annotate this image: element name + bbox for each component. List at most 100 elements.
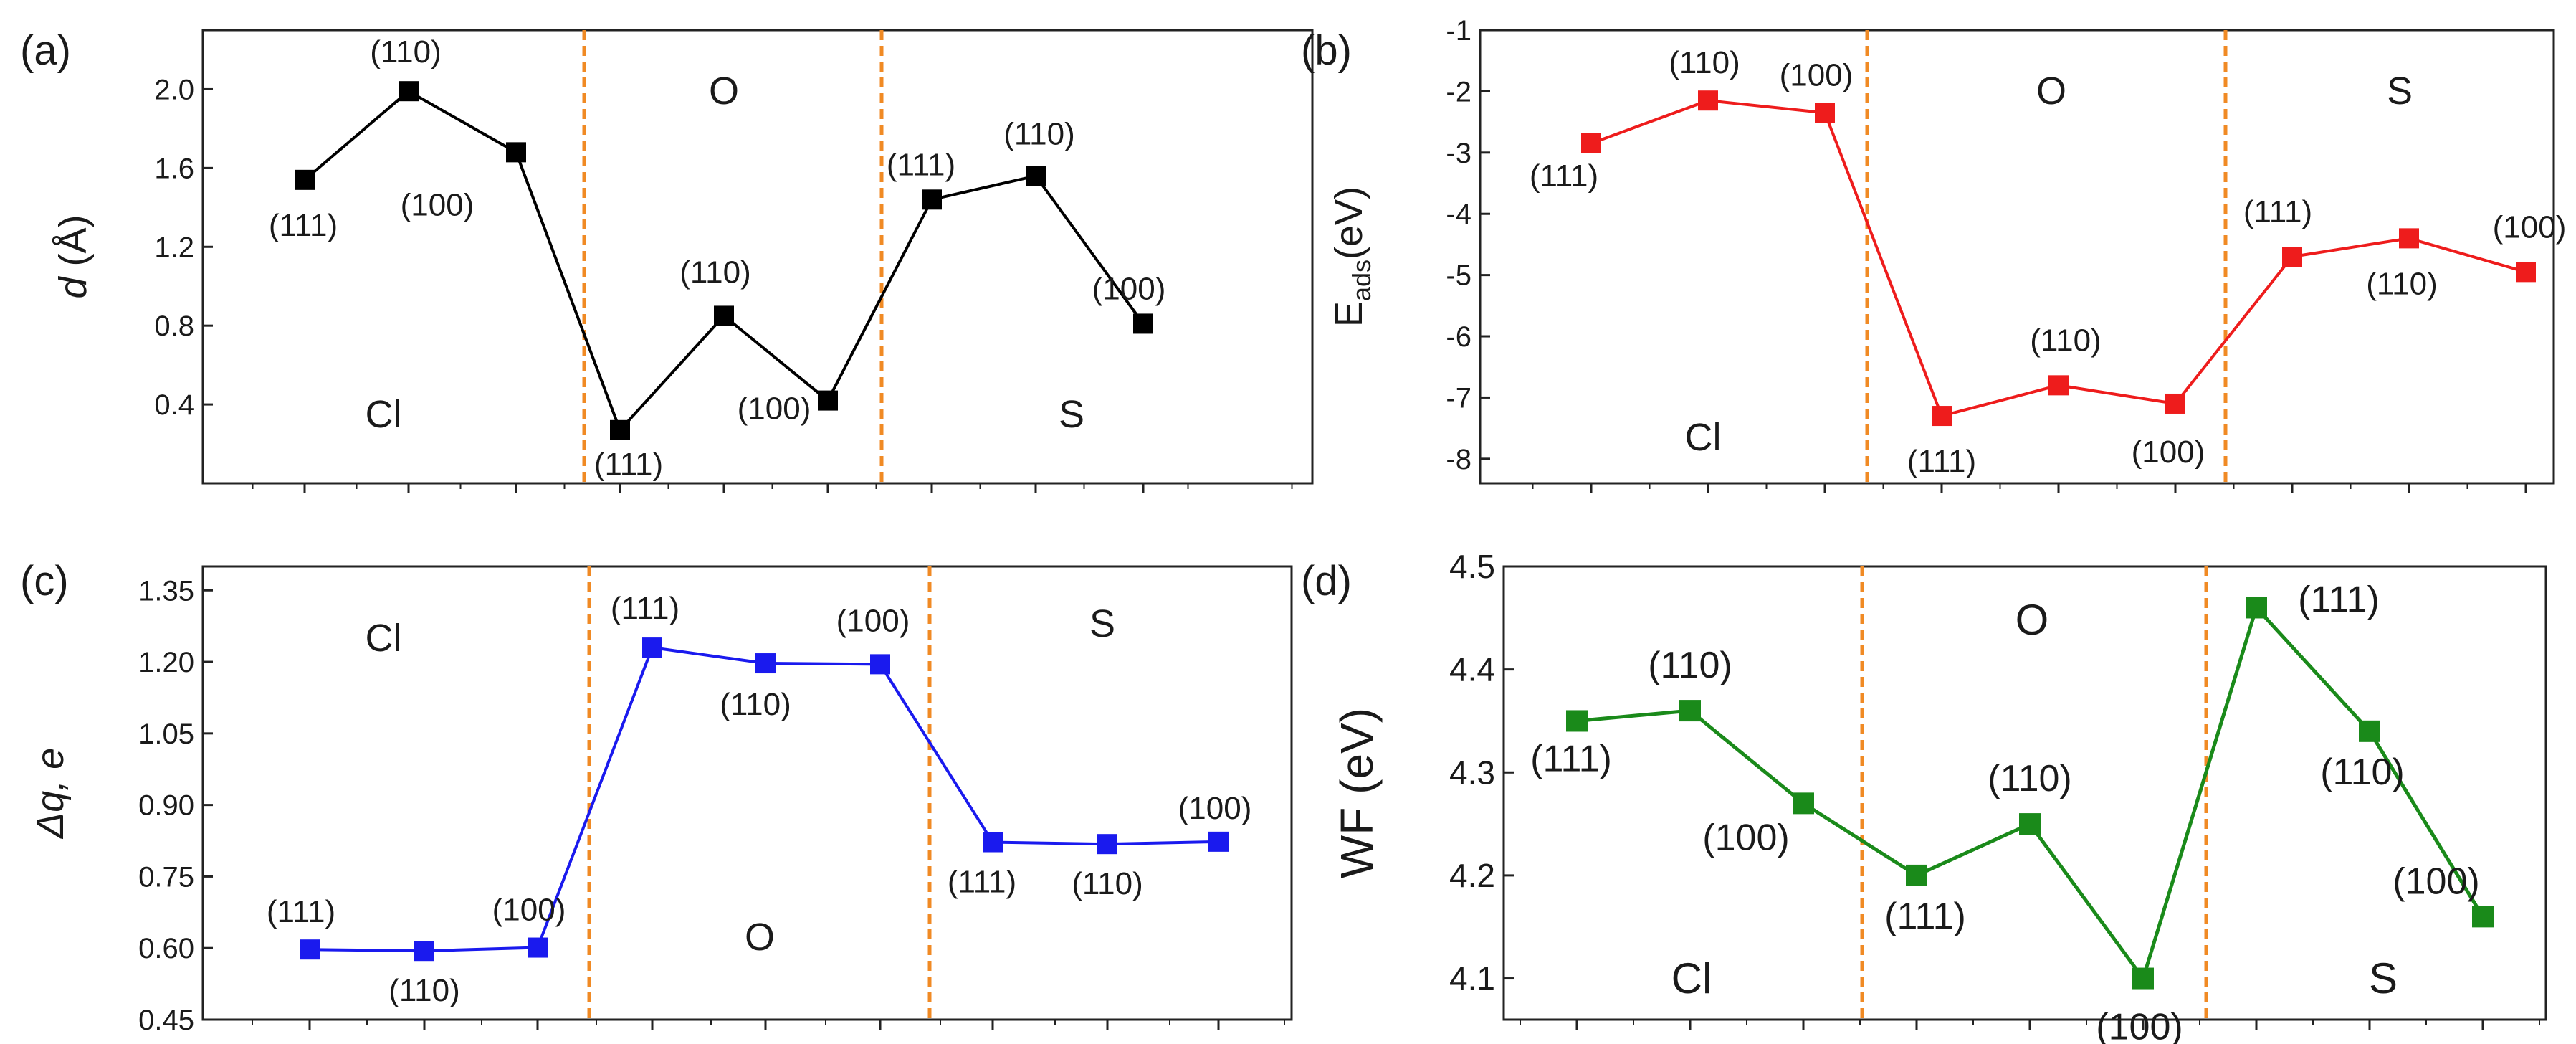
panel-a-data-point bbox=[295, 169, 315, 190]
panel-d-label: (d) bbox=[1301, 558, 1352, 604]
panel-b-ytick-label: -3 bbox=[1446, 138, 1471, 169]
panel-c-data-point bbox=[983, 832, 1003, 853]
panel-b-point-label: (110) bbox=[1669, 45, 1740, 80]
panel-c-point-label: (111) bbox=[267, 894, 335, 929]
panel-b-data-point bbox=[1581, 133, 1601, 153]
panel-c-point-label: (110) bbox=[1072, 866, 1142, 901]
panel-c-point-label: (110) bbox=[720, 687, 791, 722]
panel-b-data-point bbox=[2282, 247, 2302, 267]
panel-b-region-s: S bbox=[2387, 70, 2413, 113]
panel-b-point-label: (110) bbox=[2030, 323, 2101, 358]
panel-b-region-cl: Cl bbox=[1685, 416, 1722, 459]
panel-d-y-axis-title: WF (eV) bbox=[1331, 708, 1383, 878]
panel-c-data-point bbox=[755, 653, 776, 674]
panel-d-point-label: (111) bbox=[2298, 579, 2380, 620]
panel-c-ytick-label: 1.35 bbox=[138, 575, 194, 607]
panel-c-point-label: (110) bbox=[388, 973, 459, 1008]
panel-a-data-point bbox=[922, 189, 942, 210]
panel-b-frame bbox=[1479, 29, 2555, 485]
panel-b-region-o: O bbox=[2036, 70, 2066, 113]
panel-b-point-label: (110) bbox=[2366, 266, 2437, 301]
panel-d: (d) 4.1 4.2 4.3 4.4 4.5 (111) (110) (100) (111)… bbox=[1301, 548, 2547, 1044]
panel-b-point-label: (100) bbox=[2493, 209, 2567, 245]
panel-a-data-point bbox=[818, 390, 838, 411]
panel-c-ytick-label: 0.45 bbox=[138, 1005, 194, 1036]
panel-d-region-cl: Cl bbox=[1671, 954, 1712, 1002]
panel-d-data-point bbox=[2359, 720, 2380, 742]
panel-d-data-point bbox=[2132, 967, 2154, 990]
panel-a-ytick-label: 1.2 bbox=[154, 232, 194, 263]
panel-c-ytick-label: 1.05 bbox=[138, 718, 194, 750]
panel-b-ytick-label: -5 bbox=[1446, 260, 1471, 292]
panel-d-point-label: (110) bbox=[1648, 645, 1732, 686]
panel-d-ytick-label: 4.2 bbox=[1449, 857, 1495, 894]
panel-b-ytick-label: -1 bbox=[1446, 15, 1471, 47]
panel-d-ytick-label: 4.3 bbox=[1449, 754, 1495, 791]
panel-c-data-point bbox=[300, 939, 320, 960]
panel-a-data-point bbox=[506, 142, 526, 163]
panel-b-data-point bbox=[2165, 393, 2185, 414]
panel-b-point-label: (111) bbox=[1530, 158, 1598, 194]
panel-a-region-o: O bbox=[709, 70, 739, 113]
panel-c-data-point bbox=[642, 637, 662, 658]
panel-a-ytick-label: 2.0 bbox=[154, 74, 194, 105]
panel-d-point-label: (110) bbox=[2320, 751, 2405, 793]
panel-a-data-point bbox=[1026, 166, 1046, 186]
panel-b-data-point bbox=[1815, 103, 1835, 123]
panel-d-data-point bbox=[1679, 700, 1701, 722]
panel-b-point-label: (100) bbox=[2132, 435, 2205, 470]
panel-c-data-point bbox=[414, 941, 434, 962]
panel-a-y-axis-title: d (Å) bbox=[52, 214, 95, 298]
panel-d-frame bbox=[1502, 565, 2547, 1021]
panel-c-ytick-label: 0.75 bbox=[138, 861, 194, 893]
panel-d-data-point bbox=[2472, 906, 2494, 928]
panel-b-data-point bbox=[2048, 375, 2069, 396]
panel-b-data-point bbox=[2516, 262, 2536, 283]
panel-d-ytick-label: 4.4 bbox=[1449, 651, 1495, 688]
panel-d-point-label: (100) bbox=[1702, 817, 1789, 858]
panel-b-data-point bbox=[2399, 228, 2419, 249]
panel-c-data-point bbox=[528, 937, 548, 958]
panel-d-point-label: (111) bbox=[1530, 738, 1612, 779]
panel-a-point-label: (110) bbox=[679, 255, 750, 290]
panel-d-data-point bbox=[1566, 710, 1588, 732]
panel-a-point-label: (110) bbox=[370, 34, 441, 70]
panel-a-data-point bbox=[610, 419, 630, 440]
panel-b-y-axis-title: Eads(eV) bbox=[1327, 186, 1376, 327]
panel-d-data-point bbox=[2019, 813, 2041, 835]
panel-a-point-label: (100) bbox=[738, 392, 811, 427]
panel-b-ytick-label: -7 bbox=[1446, 382, 1471, 414]
panel-b-data-point bbox=[1932, 406, 1952, 427]
panel-c-point-label: (100) bbox=[836, 603, 910, 638]
panel-d-ytick-label: 4.5 bbox=[1449, 548, 1495, 585]
panel-c-data-point bbox=[1097, 834, 1117, 855]
panel-a-ytick-label: 0.4 bbox=[154, 389, 194, 421]
panel-b-ytick-label: -4 bbox=[1446, 199, 1471, 230]
panel-a-frame bbox=[201, 29, 1314, 485]
panel-c-point-label: (111) bbox=[611, 591, 679, 626]
panel-d-region-o: O bbox=[2016, 596, 2049, 644]
panel-b-point-label: (100) bbox=[1780, 57, 1854, 92]
panel-a-label: (a) bbox=[20, 27, 71, 74]
panel-b-point-label: (111) bbox=[2243, 194, 2312, 229]
panel-b-data-point bbox=[1698, 90, 1718, 111]
panel-c-ytick-label: 0.90 bbox=[138, 790, 194, 822]
panel-a-data-point bbox=[399, 81, 419, 102]
panel-a-region-s: S bbox=[1059, 393, 1084, 436]
panel-c-point-label: (100) bbox=[1178, 791, 1252, 826]
panel-a-point-label: (100) bbox=[401, 187, 474, 222]
panel-c-point-label: (100) bbox=[492, 893, 566, 928]
panel-c: (c) 0.45 0.60 0.75 0.90 1.05 1.20 1.35 (111) (1… bbox=[20, 558, 1293, 1036]
panel-c-label: (c) bbox=[20, 558, 69, 604]
panel-c-region-o: O bbox=[745, 916, 775, 959]
panel-a-region-cl: Cl bbox=[366, 393, 402, 436]
panel-c-data-point bbox=[1208, 831, 1229, 852]
panel-b-ytick-label: -6 bbox=[1446, 321, 1471, 353]
panel-d-point-label: (111) bbox=[1884, 896, 1966, 937]
panel-c-point-label: (111) bbox=[948, 865, 1016, 900]
panel-c-region-cl: Cl bbox=[366, 617, 402, 660]
panel-d-region-s: S bbox=[2369, 954, 2398, 1002]
panel-d-point-label: (100) bbox=[2096, 1007, 2183, 1044]
panel-d-data-point bbox=[2246, 597, 2267, 619]
